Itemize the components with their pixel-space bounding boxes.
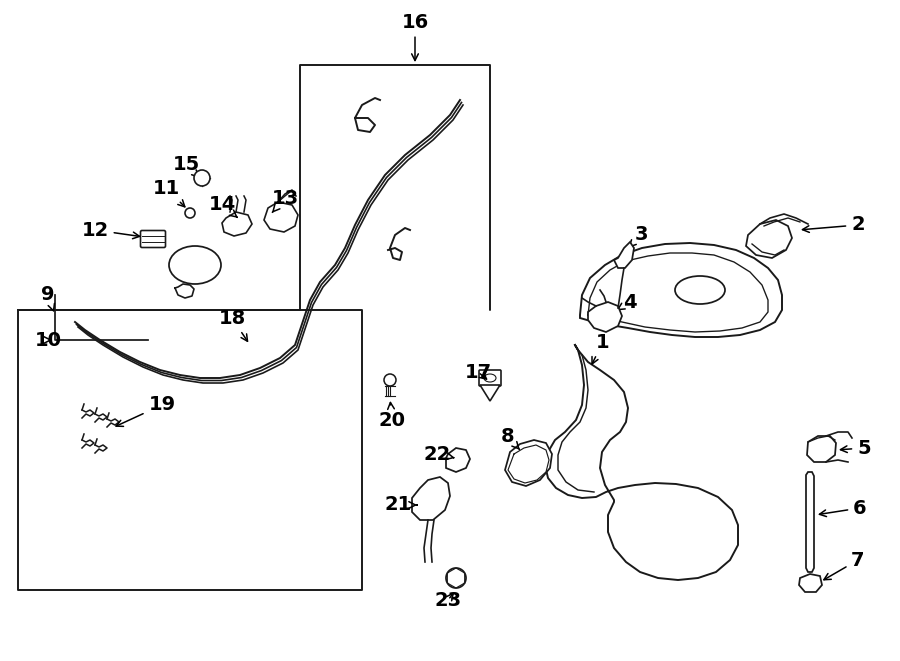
Text: 10: 10 xyxy=(34,330,61,350)
Text: 19: 19 xyxy=(116,395,176,426)
Polygon shape xyxy=(480,385,500,401)
Polygon shape xyxy=(222,212,252,236)
Ellipse shape xyxy=(169,246,221,284)
Text: 22: 22 xyxy=(423,444,454,463)
Text: 23: 23 xyxy=(435,590,462,609)
Text: 13: 13 xyxy=(272,188,299,212)
Text: 20: 20 xyxy=(379,403,406,430)
Text: 3: 3 xyxy=(629,225,648,247)
Circle shape xyxy=(185,208,195,218)
Text: 17: 17 xyxy=(464,362,491,381)
Text: 8: 8 xyxy=(501,428,519,449)
Polygon shape xyxy=(806,472,814,572)
Text: 1: 1 xyxy=(592,332,610,364)
Text: 14: 14 xyxy=(209,196,238,217)
Text: 15: 15 xyxy=(173,155,200,177)
Text: 2: 2 xyxy=(803,215,865,235)
Text: 21: 21 xyxy=(384,496,418,514)
Ellipse shape xyxy=(484,374,496,382)
Text: 5: 5 xyxy=(841,438,871,457)
Text: 6: 6 xyxy=(819,498,867,518)
Polygon shape xyxy=(746,220,792,258)
Polygon shape xyxy=(505,440,552,486)
Polygon shape xyxy=(614,242,634,268)
Polygon shape xyxy=(580,243,782,337)
Circle shape xyxy=(384,374,396,386)
Ellipse shape xyxy=(675,276,725,304)
Polygon shape xyxy=(412,477,450,520)
FancyBboxPatch shape xyxy=(479,370,501,386)
Text: 4: 4 xyxy=(617,293,637,311)
FancyBboxPatch shape xyxy=(140,231,166,247)
Circle shape xyxy=(194,170,210,186)
Text: 16: 16 xyxy=(401,13,428,61)
Polygon shape xyxy=(807,436,836,462)
Text: 12: 12 xyxy=(81,221,140,239)
Polygon shape xyxy=(446,448,470,472)
Circle shape xyxy=(446,568,466,588)
Text: 9: 9 xyxy=(41,286,55,311)
Polygon shape xyxy=(264,202,298,232)
Polygon shape xyxy=(588,302,622,332)
Polygon shape xyxy=(799,574,822,592)
Text: 18: 18 xyxy=(219,309,248,341)
Text: 11: 11 xyxy=(152,178,184,207)
Text: 7: 7 xyxy=(824,551,865,580)
